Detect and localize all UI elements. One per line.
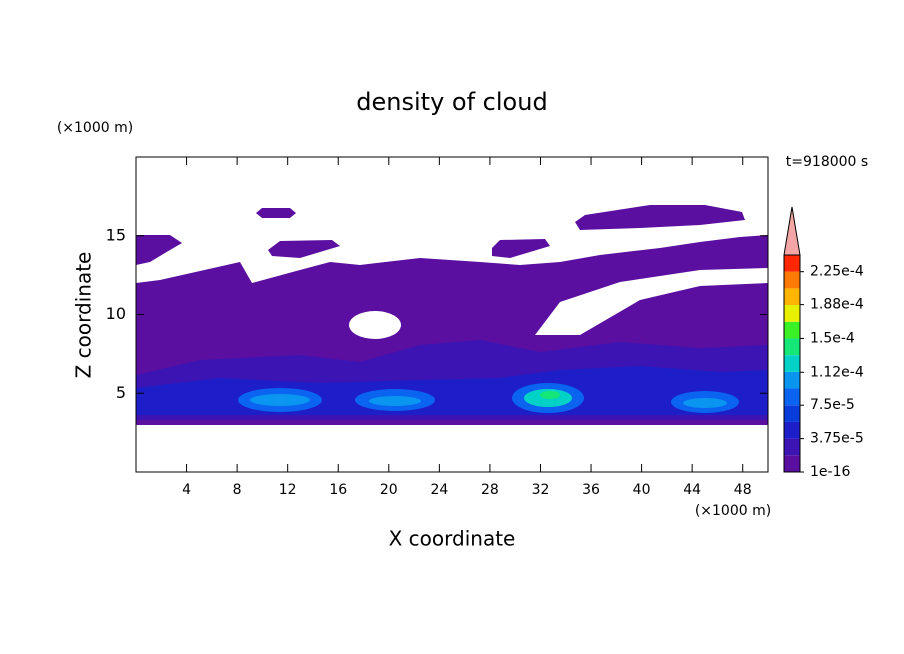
cloud-core	[683, 398, 727, 408]
colorbar-band	[784, 321, 800, 339]
x-tick-label: 8	[233, 482, 242, 498]
x-tick-label: 16	[329, 482, 347, 498]
cloud-region	[492, 239, 550, 258]
cloud-gap	[349, 311, 401, 339]
y-tick-label: 5	[116, 383, 126, 402]
y-tick-label: 15	[106, 225, 126, 244]
x-tick-label: 24	[430, 482, 448, 498]
x-tick-label: 36	[582, 482, 600, 498]
colorbar-tick-label: 1.12e-4	[810, 364, 864, 380]
colorbar-band	[784, 371, 800, 389]
colorbar-band	[784, 338, 800, 356]
cloud-gap	[535, 268, 768, 335]
cloud-core	[369, 396, 421, 406]
colorbar-tick-label: 2.25e-4	[810, 264, 864, 280]
colorbar-tick-label: 3.75e-5	[810, 431, 864, 447]
colorbar-frame	[783, 254, 801, 473]
colorbar-tick-label: 1.88e-4	[810, 297, 864, 313]
colorbar-band	[784, 455, 800, 472]
cloud-region	[256, 208, 296, 218]
colorbar-band	[784, 421, 800, 439]
colorbar-band	[784, 255, 800, 272]
cloud-region	[136, 235, 182, 265]
x-tick-label: 32	[532, 482, 550, 498]
annotation: t=918000 s	[786, 154, 868, 170]
x-axis-label: X coordinate	[389, 527, 516, 551]
colorbar-band	[784, 305, 800, 322]
x-tick-label: 48	[734, 482, 752, 498]
cloud-region	[268, 240, 340, 258]
y-axis-label: Z coordinate	[72, 252, 96, 379]
x-tick-label: 4	[182, 482, 191, 498]
colorbar-band	[784, 355, 800, 372]
x-tick-label: 28	[481, 482, 499, 498]
x-unit: (×1000 m)	[695, 503, 771, 519]
contour-field	[136, 205, 768, 425]
cloud-core	[540, 391, 560, 399]
cloud-core	[250, 394, 310, 406]
colorbar-extend	[783, 206, 801, 256]
colorbar-band	[784, 405, 800, 422]
y-tick-label: 10	[106, 304, 126, 323]
colorbar-band	[784, 438, 800, 456]
x-tick-label: 40	[633, 482, 651, 498]
colorbar-band	[784, 288, 800, 306]
colorbar-tick-label: 1.5e-4	[810, 330, 855, 346]
x-tick-label: 20	[380, 482, 398, 498]
colorbar-band	[784, 271, 800, 289]
colorbar-band	[784, 388, 800, 406]
chart-title: density of cloud	[356, 88, 547, 116]
colorbar-tick-label: 7.5e-5	[810, 397, 855, 413]
x-tick-label: 44	[683, 482, 701, 498]
colorbar-tick-label: 1e-16	[810, 464, 850, 480]
x-tick-label: 12	[279, 482, 297, 498]
cloud-region	[575, 205, 745, 230]
y-unit: (×1000 m)	[57, 120, 133, 136]
